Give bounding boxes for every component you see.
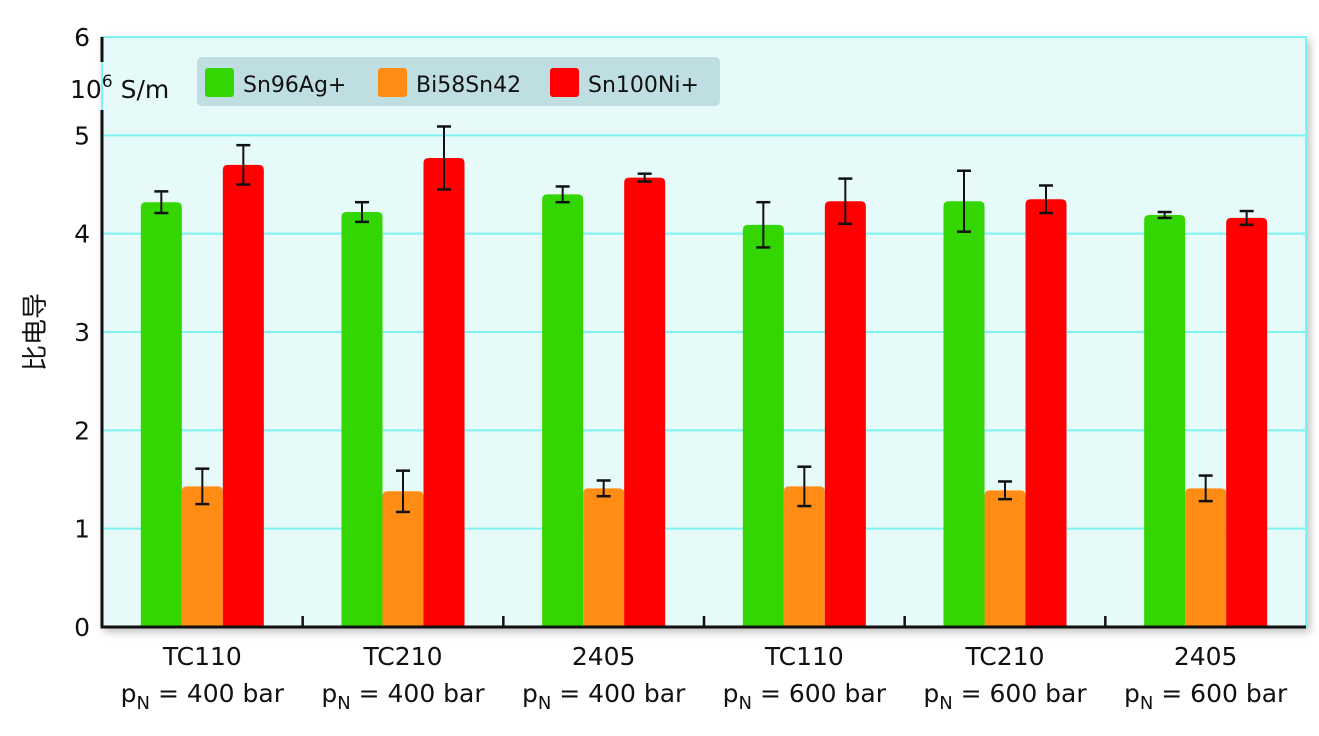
- category-sublabel: pN = 600 bar: [923, 679, 1087, 714]
- category-sublabel: pN = 400 bar: [121, 679, 285, 714]
- bar-bi58sn42-6: [1185, 488, 1227, 627]
- category-label: TC110: [162, 642, 242, 671]
- error-bar: [396, 469, 410, 514]
- bar-bi58sn42-3: [583, 488, 625, 627]
- bar-bi58sn42-5: [984, 490, 1026, 627]
- error-bar: [957, 169, 971, 233]
- bar-bi58sn42-2: [382, 491, 424, 627]
- legend-label: Sn100Ni+: [588, 73, 699, 98]
- error-bar: [236, 143, 251, 186]
- category-sublabel: pN = 400 bar: [321, 679, 485, 714]
- bar-sn100ni--2: [423, 157, 465, 627]
- y-tick-label: 2: [74, 416, 90, 445]
- error-bar: [437, 125, 451, 191]
- y-tick-label: 6: [74, 23, 90, 52]
- y-tick-label: 3: [74, 318, 90, 347]
- legend-label: Sn96Ag+: [243, 73, 346, 98]
- bar-sn100ni--5: [1025, 199, 1067, 627]
- legend-swatch: [205, 68, 234, 97]
- legend-swatch: [378, 68, 407, 97]
- bar-sn96ag--2: [341, 212, 383, 628]
- bar-sn96ag--1: [140, 202, 182, 627]
- error-bar: [195, 467, 210, 506]
- y-axis-title: 比电导: [21, 293, 51, 371]
- category-sublabel: pN = 400 bar: [522, 679, 686, 714]
- error-bar: [797, 465, 812, 508]
- bar-sn96ag--4: [742, 224, 784, 628]
- error-bar: [838, 177, 853, 226]
- category-label: 2405: [572, 642, 636, 671]
- bar-sn96ag--3: [542, 194, 584, 628]
- legend-background: [197, 57, 720, 106]
- legend: Sn96Ag+ Bi58Sn42 Sn100Ni+: [197, 57, 720, 106]
- error-bars: [154, 125, 1254, 514]
- y-unit-label: 106 S/m: [70, 72, 169, 104]
- bar-sn100ni--4: [824, 201, 866, 627]
- error-bar: [637, 172, 652, 183]
- gridlines: [102, 134, 1306, 530]
- legend-label: Bi58Sn42: [416, 73, 521, 98]
- y-tick-label: 1: [74, 515, 90, 544]
- legend-item: Bi58Sn42: [378, 68, 521, 98]
- legend-swatch: [550, 68, 579, 97]
- bar-sn100ni--1: [222, 164, 264, 628]
- legend-item: Sn96Ag+: [205, 68, 346, 98]
- error-bar: [355, 200, 369, 224]
- category-sublabel: pN = 600 bar: [723, 679, 887, 714]
- category-label: TC110: [764, 642, 844, 671]
- error-bar: [1198, 474, 1213, 503]
- error-bar: [1239, 209, 1254, 227]
- axes: [100, 37, 1306, 629]
- bar-sn100ni--3: [624, 177, 666, 627]
- y-tick-label: 0: [74, 613, 90, 642]
- bars: [140, 157, 1268, 628]
- error-bar: [555, 185, 570, 204]
- error-bar: [154, 190, 169, 215]
- category-label: TC210: [965, 642, 1045, 671]
- bar-sn96ag--6: [1144, 214, 1186, 627]
- category-label: TC210: [363, 642, 443, 671]
- x-tick-labels: TC110 pN = 400 bar TC210 pN = 400 bar 2405 pN…: [121, 642, 1288, 714]
- error-bar: [1157, 210, 1172, 220]
- bar-sn100ni--6: [1226, 217, 1268, 627]
- bar-bi58sn42-4: [783, 486, 825, 627]
- y-tick-label: 5: [74, 121, 90, 150]
- error-bar: [596, 479, 611, 498]
- error-bar: [998, 480, 1012, 501]
- y-tick-labels: 0 1 2 3 4 5 6: [74, 23, 90, 642]
- error-bar: [1039, 184, 1053, 215]
- y-tick-label: 4: [74, 220, 90, 249]
- bar-bi58sn42-1: [181, 486, 223, 627]
- error-bar: [756, 200, 771, 249]
- bar-sn96ag--5: [943, 201, 985, 627]
- legend-item: Sn100Ni+: [550, 68, 699, 98]
- category-sublabel: pN = 600 bar: [1124, 679, 1288, 714]
- category-label: 2405: [1174, 642, 1238, 671]
